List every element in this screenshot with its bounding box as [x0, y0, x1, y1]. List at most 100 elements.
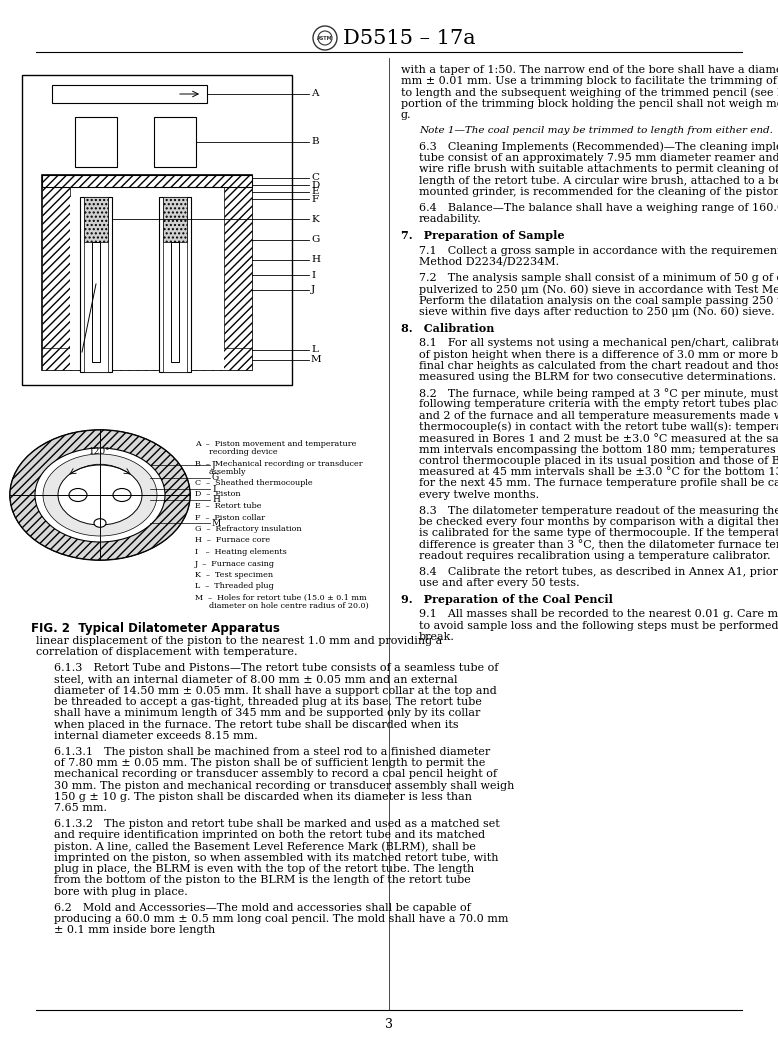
Text: ± 0.1 mm inside bore length: ± 0.1 mm inside bore length — [54, 925, 216, 935]
Text: G: G — [311, 235, 320, 245]
Text: H: H — [212, 496, 220, 505]
Text: D  –  Piston: D – Piston — [195, 490, 240, 499]
Bar — [171, 242, 179, 362]
Text: 8.3 The dilatometer temperature readout of the measuring thermocouple shall: 8.3 The dilatometer temperature readout … — [419, 506, 778, 515]
Text: K  –  Test specimen: K – Test specimen — [195, 572, 273, 579]
Text: B: B — [311, 137, 319, 147]
Text: measured in Bores 1 and 2 must be ±3.0 °C measured at the same height for 45: measured in Bores 1 and 2 must be ±3.0 °… — [419, 433, 778, 445]
Text: 150 g ± 10 g. The piston shall be discarded when its diameter is less than: 150 g ± 10 g. The piston shall be discar… — [54, 792, 472, 802]
Text: H: H — [311, 255, 320, 264]
Text: g.: g. — [401, 110, 412, 120]
Text: recording device: recording device — [209, 448, 278, 456]
Text: F: F — [311, 195, 318, 203]
Bar — [80, 197, 112, 372]
Text: when placed in the furnace. The retort tube shall be discarded when its: when placed in the furnace. The retort t… — [54, 719, 458, 730]
Text: E  –  Retort tube: E – Retort tube — [195, 502, 261, 510]
Text: 7.2 The analysis sample shall consist of a minimum of 50 g of coal: 7.2 The analysis sample shall consist of… — [419, 273, 778, 283]
Text: C  –  Sheathed thermocouple: C – Sheathed thermocouple — [195, 479, 313, 487]
Text: 6.3 Cleaning Implements (Recommended)—The cleaning implements for the retort: 6.3 Cleaning Implements (Recommended)—Th… — [419, 142, 778, 152]
Text: to length and the subsequent weighing of the trimmed pencil (see Note 1). The: to length and the subsequent weighing of… — [401, 87, 778, 98]
Bar — [75, 117, 117, 167]
Text: 7.65 mm.: 7.65 mm. — [54, 804, 107, 813]
Text: length of the retort tube. A circular wire brush, attached to a bench top: length of the retort tube. A circular wi… — [419, 176, 778, 185]
Text: is calibrated for the same type of thermocouple. If the temperature: is calibrated for the same type of therm… — [419, 528, 778, 538]
Ellipse shape — [10, 430, 190, 560]
Bar — [70, 197, 224, 370]
Text: ASTM: ASTM — [317, 35, 333, 41]
Text: imprinted on the piston, so when assembled with its matched retort tube, with: imprinted on the piston, so when assembl… — [54, 853, 499, 863]
Text: E: E — [311, 187, 318, 197]
Text: Perform the dilatation analysis on the coal sample passing 250 μm (No. 60): Perform the dilatation analysis on the c… — [419, 296, 778, 306]
Text: F  –  Piston collar: F – Piston collar — [195, 513, 265, 522]
Text: difference is greater than 3 °C, then the dilatometer furnace temperature: difference is greater than 3 °C, then th… — [419, 539, 778, 551]
Text: internal diameter exceeds 8.15 mm.: internal diameter exceeds 8.15 mm. — [54, 731, 258, 741]
Text: J: J — [212, 460, 216, 469]
Text: 3: 3 — [385, 1018, 393, 1032]
Bar — [42, 175, 70, 370]
Ellipse shape — [35, 448, 165, 542]
Text: 8.2 The furnace, while being ramped at 3 °C per minute, must meet the: 8.2 The furnace, while being ramped at 3… — [419, 388, 778, 399]
Text: 6.4 Balance—The balance shall have a weighing range of 160.00 g with 0.01 g: 6.4 Balance—The balance shall have a wei… — [419, 203, 778, 212]
Text: final char heights as calculated from the chart readout and those directly: final char heights as calculated from th… — [419, 361, 778, 371]
Text: I: I — [311, 271, 315, 279]
Bar — [92, 242, 100, 362]
Bar — [42, 175, 252, 187]
Bar — [42, 348, 252, 370]
Text: 6.2 Mold and Accessories—The mold and accessories shall be capable of: 6.2 Mold and Accessories—The mold and ac… — [54, 903, 471, 913]
Text: sieve within five days after reduction to 250 μm (No. 60) sieve.: sieve within five days after reduction t… — [419, 307, 775, 318]
Text: be checked every four months by comparison with a digital thermometer which: be checked every four months by comparis… — [419, 516, 778, 527]
Text: 8.4 Calibrate the retort tubes, as described in Annex A1, prior to initial: 8.4 Calibrate the retort tubes, as descr… — [419, 566, 778, 577]
Text: and require identification imprinted on both the retort tube and its matched: and require identification imprinted on … — [54, 831, 485, 840]
Text: L  –  Threaded plug: L – Threaded plug — [195, 583, 274, 590]
Text: from the bottom of the piston to the BLRM is the length of the retort tube: from the bottom of the piston to the BLR… — [54, 875, 471, 886]
Text: D: D — [311, 180, 319, 189]
Ellipse shape — [69, 488, 87, 502]
Text: every twelve months.: every twelve months. — [419, 489, 539, 500]
Bar — [84, 197, 108, 242]
Text: K: K — [311, 214, 319, 224]
Text: shall have a minimum length of 345 mm and be supported only by its collar: shall have a minimum length of 345 mm an… — [54, 708, 480, 718]
Text: A  –  Piston movement and temperature: A – Piston movement and temperature — [195, 440, 356, 448]
Text: readout requires recalibration using a temperature calibrator.: readout requires recalibration using a t… — [419, 551, 770, 561]
Text: L: L — [311, 346, 318, 355]
Text: thermocouple(s) in contact with the retort tube wall(s): temperatures: thermocouple(s) in contact with the reto… — [419, 422, 778, 432]
Text: A: A — [311, 90, 318, 99]
Text: Note 1—The coal pencil may be trimmed to length from either end.: Note 1—The coal pencil may be trimmed to… — [419, 126, 773, 135]
Text: of piston height when there is a difference of 3.0 mm or more between the: of piston height when there is a differe… — [419, 350, 778, 359]
Text: measured at 45 mm intervals shall be ±3.0 °C for the bottom 135 mm and ±6 °C: measured at 45 mm intervals shall be ±3.… — [419, 467, 778, 477]
Text: be threaded to accept a gas-tight, threaded plug at its base. The retort tube: be threaded to accept a gas-tight, threa… — [54, 697, 482, 707]
Text: mm ± 0.01 mm. Use a trimming block to facilitate the trimming of the coal pencil: mm ± 0.01 mm. Use a trimming block to fa… — [401, 76, 778, 86]
Bar — [84, 197, 108, 372]
Text: 6.1.3 Retort Tube and Pistons—The retort tube consists of a seamless tube of: 6.1.3 Retort Tube and Pistons—The retort… — [54, 663, 499, 674]
Text: following temperature criteria with the empty retort tubes placed in Bores 1: following temperature criteria with the … — [419, 400, 778, 409]
Text: I   –  Heating elements: I – Heating elements — [195, 548, 287, 556]
Text: H  –  Furnace core: H – Furnace core — [195, 536, 270, 544]
Text: for the next 45 mm. The furnace temperature profile shall be calibrated: for the next 45 mm. The furnace temperat… — [419, 479, 778, 488]
Text: 9. Preparation of the Coal Pencil: 9. Preparation of the Coal Pencil — [401, 593, 613, 605]
Bar — [163, 197, 187, 242]
Text: portion of the trimming block holding the pencil shall not weigh more than 155: portion of the trimming block holding th… — [401, 99, 778, 109]
Text: correlation of displacement with temperature.: correlation of displacement with tempera… — [36, 648, 297, 657]
Text: 7.1 Collect a gross sample in accordance with the requirements of Test: 7.1 Collect a gross sample in accordance… — [419, 246, 778, 256]
Text: readability.: readability. — [419, 214, 482, 224]
Text: FIG. 2  Typical Dilatometer Apparatus: FIG. 2 Typical Dilatometer Apparatus — [30, 623, 279, 635]
Text: C: C — [311, 174, 319, 182]
Ellipse shape — [10, 430, 190, 560]
Text: with a taper of 1:50. The narrow end of the bore shall have a diameter of 6.00: with a taper of 1:50. The narrow end of … — [401, 65, 778, 75]
Text: M: M — [212, 518, 221, 528]
Text: J: J — [311, 285, 315, 295]
Ellipse shape — [43, 454, 157, 536]
Text: of 7.80 mm ± 0.05 mm. The piston shall be of sufficient length to permit the: of 7.80 mm ± 0.05 mm. The piston shall b… — [54, 758, 485, 768]
Text: G  –  Refractory insulation: G – Refractory insulation — [195, 525, 302, 533]
Text: Method D2234/D2234M.: Method D2234/D2234M. — [419, 257, 559, 266]
Text: diameter of 14.50 mm ± 0.05 mm. It shall have a support collar at the top and: diameter of 14.50 mm ± 0.05 mm. It shall… — [54, 686, 496, 695]
Text: D5515 – 17a: D5515 – 17a — [343, 28, 475, 48]
Text: piston. A line, called the Basement Level Reference Mark (BLRM), shall be: piston. A line, called the Basement Leve… — [54, 841, 476, 853]
Ellipse shape — [113, 488, 131, 502]
Text: G: G — [212, 474, 219, 482]
Text: control thermocouple placed in its usual position and those of Bores 1 and 2: control thermocouple placed in its usual… — [419, 456, 778, 465]
Text: J  –  Furnace casing: J – Furnace casing — [195, 559, 275, 567]
Text: M: M — [311, 355, 321, 364]
Text: 8.1 For all systems not using a mechanical pen/chart, calibrate the recorder: 8.1 For all systems not using a mechanic… — [419, 338, 778, 349]
Text: M  –  Holes for retort tube (15.0 ± 0.1 mm: M – Holes for retort tube (15.0 ± 0.1 mm — [195, 594, 366, 602]
